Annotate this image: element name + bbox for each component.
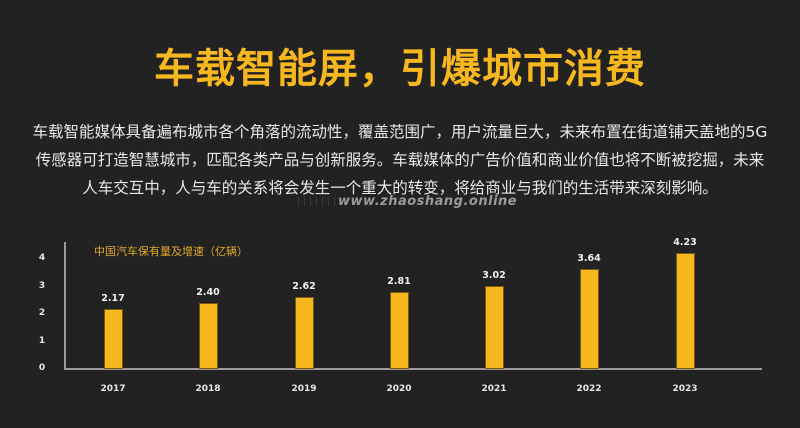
x-tick-label: 2019 — [291, 384, 317, 394]
bar-2019 — [294, 296, 314, 369]
x-tick-label: 2022 — [576, 384, 602, 394]
y-axis — [64, 242, 66, 370]
y-tick-label: 1 — [38, 335, 46, 346]
description-line: 车载智能媒体具备遍布城市各个角落的流动性，覆盖范围广，用户流量巨大，未来布置在街… — [32, 123, 768, 141]
x-tick-label: 2023 — [672, 384, 698, 394]
bar-2020 — [389, 291, 409, 369]
watermark-ghost — [298, 197, 336, 206]
y-tick-label: 3 — [38, 280, 46, 291]
bar-2018 — [198, 303, 218, 369]
y-tick-label: 0 — [38, 363, 46, 373]
bar-value-label: 3.02 — [482, 269, 506, 281]
y-tick-label: 4 — [38, 253, 46, 263]
chart-title: 中国汽车保有量及增速（亿辆） — [94, 245, 248, 258]
x-tick-label: 2021 — [481, 384, 507, 394]
bar-2017 — [103, 309, 123, 369]
x-axis — [64, 368, 762, 370]
page-title: 车载智能屏，引爆城市消费 — [154, 46, 646, 92]
bar-2022 — [579, 268, 599, 369]
description-line: 传感器可打造智慧城市，匹配各类产品与创新服务。车载媒体的广告价值和商业价值也将不… — [35, 151, 765, 169]
watermark: www.zhaoshang.online — [338, 194, 518, 209]
bar-value-label: 2.40 — [196, 287, 220, 298]
bar-value-label: 2.81 — [387, 275, 411, 287]
x-tick-label: 2020 — [386, 384, 412, 394]
bar-value-label: 4.23 — [673, 236, 697, 248]
bar-2021 — [484, 285, 504, 369]
y-tick-label: 2 — [38, 308, 46, 318]
bar-value-label: 2.17 — [101, 293, 125, 305]
x-tick-label: 2018 — [195, 384, 221, 394]
description-line: 人车交互中，人与车的关系将会发生一个重大的转变，将给商业与我们的生活带来深刻影响… — [82, 179, 718, 197]
x-tick-label: 2017 — [100, 384, 126, 394]
bar-2023 — [675, 252, 695, 369]
description-paragraph: 车载智能媒体具备遍布城市各个角落的流动性，覆盖范围广，用户流量巨大，未来布置在街… — [30, 118, 770, 202]
bar-value-label: 2.62 — [292, 280, 316, 292]
bar-value-label: 3.64 — [577, 252, 601, 264]
bar-chart: 中国汽车保有量及增速（亿辆） 0 1 2 3 4 2.17 2017 2.40 2018 2.62… — [0, 230, 800, 428]
